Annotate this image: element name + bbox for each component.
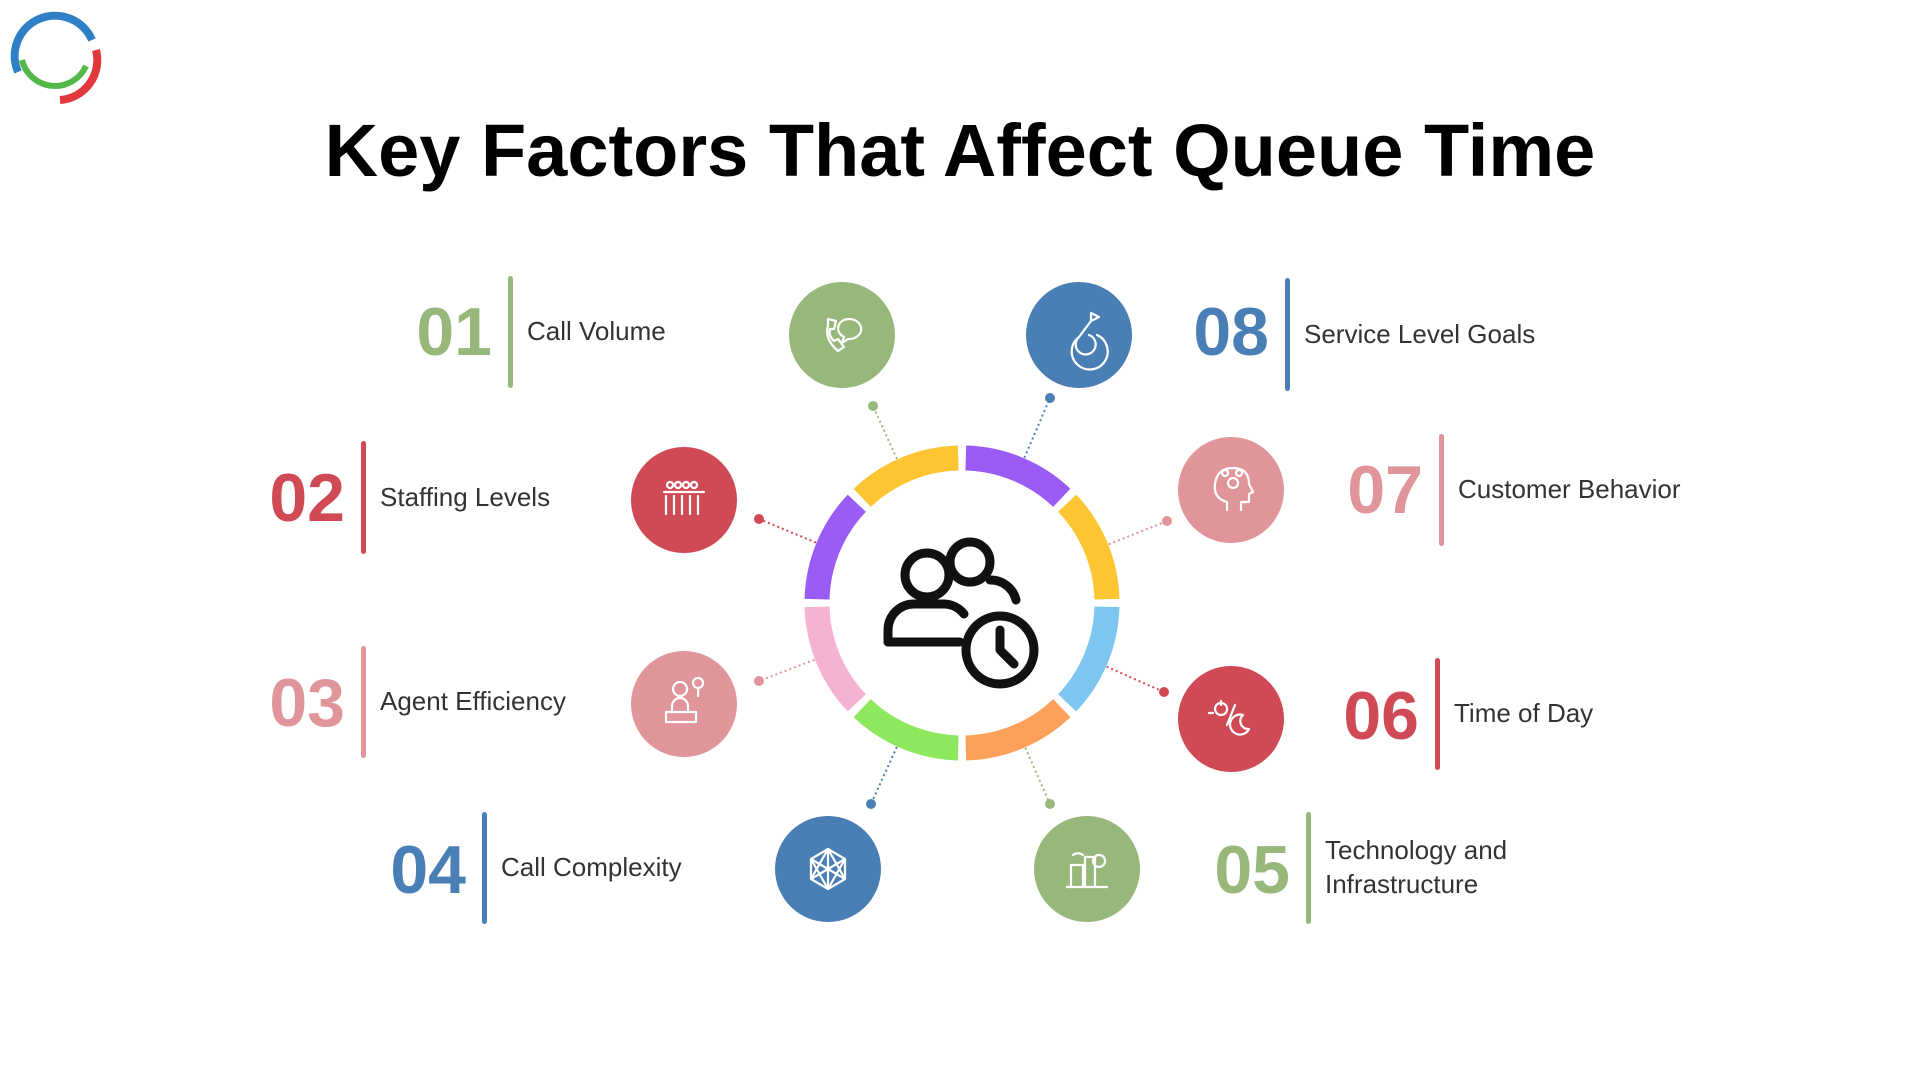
connector-dot	[754, 514, 764, 524]
ring-segment	[853, 445, 959, 508]
ring-segment	[804, 494, 867, 600]
icon-circle	[631, 447, 737, 553]
ring-segment	[804, 606, 867, 712]
ring	[804, 445, 1120, 761]
icon-glyph	[664, 676, 705, 724]
connector	[758, 658, 815, 682]
divider-bar	[508, 276, 513, 388]
icon-glyph	[1207, 699, 1251, 736]
connector	[1023, 397, 1051, 459]
factor-label: Customer Behavior	[1458, 474, 1681, 505]
ring-segment	[1057, 606, 1120, 712]
connector	[1024, 747, 1051, 805]
factor-label: Agent Efficiency	[380, 686, 566, 717]
ring-segment	[965, 445, 1071, 508]
connector-dot	[1162, 516, 1172, 526]
icon-circle	[1178, 437, 1284, 543]
icon-circle	[631, 651, 737, 757]
divider-bar	[1439, 434, 1444, 546]
factor-number: 06	[1343, 678, 1419, 754]
factor-number: 08	[1193, 294, 1269, 370]
divider-bar	[1306, 812, 1311, 924]
ring-segment	[965, 698, 1071, 761]
factor-label: Call Complexity	[501, 852, 682, 883]
factor-number: 02	[269, 460, 345, 536]
title: Key Factors That Affect Queue Time	[324, 109, 1596, 192]
connector-dot	[866, 799, 876, 809]
connector	[872, 405, 898, 460]
icon-glyph	[826, 317, 863, 353]
divider-bar	[361, 646, 366, 758]
divider-bar	[482, 812, 487, 924]
connector-dot	[868, 401, 878, 411]
icon-circle	[1034, 816, 1140, 922]
logo	[10, 11, 102, 104]
factor-label: Staffing Levels	[380, 481, 551, 512]
factor-number: 04	[390, 832, 466, 908]
connector	[1106, 665, 1165, 693]
icon-glyph	[809, 847, 847, 891]
connector	[1108, 520, 1168, 546]
connector-dot	[1159, 687, 1169, 697]
factor-label: Time of Day	[1454, 698, 1594, 729]
icon-glyph	[662, 480, 706, 516]
central-icon	[883, 537, 1039, 689]
ring-segment	[1057, 494, 1120, 600]
factor-number: 01	[416, 294, 492, 370]
icon-circle	[1026, 282, 1132, 388]
divider-bar	[1435, 658, 1440, 770]
divider-bar	[361, 441, 366, 554]
factor-label: Call Volume	[527, 316, 666, 347]
factor-label: Technology and Infrastructure	[1325, 835, 1508, 899]
icon-glyph	[1070, 311, 1109, 371]
icon-glyph	[1065, 852, 1109, 889]
connector-dot	[1045, 799, 1055, 809]
ring-segment	[853, 698, 959, 761]
connector	[870, 746, 898, 805]
factor-number: 03	[269, 665, 345, 741]
factor-number: 07	[1347, 452, 1423, 528]
divider-bar	[1285, 278, 1290, 391]
icon-glyph	[1213, 466, 1255, 512]
factor-number: 05	[1214, 832, 1290, 908]
connector	[758, 518, 817, 544]
connector-dot	[754, 676, 764, 686]
connector-dot	[1045, 393, 1055, 403]
factor-label: Service Level Goals	[1304, 318, 1536, 349]
